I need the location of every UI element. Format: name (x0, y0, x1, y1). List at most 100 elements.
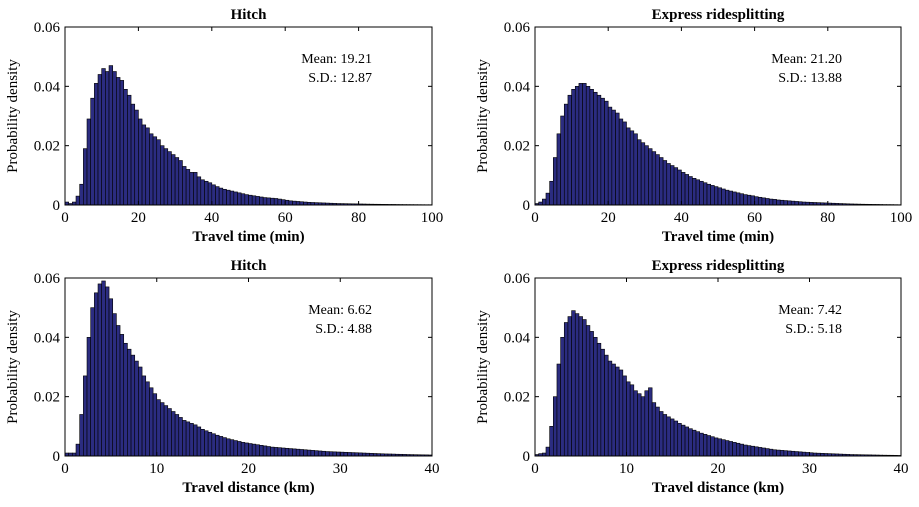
histogram-bar (321, 450, 326, 457)
histogram-bar (83, 375, 88, 457)
histogram-bar (284, 199, 290, 206)
histogram-bar (662, 160, 668, 206)
histogram-bar (703, 182, 708, 206)
histogram-bar (314, 450, 319, 457)
histogram-bar (695, 179, 700, 206)
histogram-bar (571, 310, 576, 457)
histogram-bar (670, 165, 675, 206)
histogram-bar (211, 184, 216, 206)
histogram-bar (787, 450, 792, 457)
histogram-bar (97, 74, 102, 206)
histogram-bar (717, 438, 722, 457)
histogram-bar (648, 387, 653, 457)
histogram-bar (270, 446, 275, 457)
histogram-bar (681, 424, 686, 457)
sd-annotation: S.D.: 12.87 (308, 71, 372, 86)
histogram-bar (90, 97, 95, 206)
y-axis-label: Probability density (5, 59, 21, 173)
x-tick-label: 20 (241, 461, 256, 477)
histogram-bar (178, 160, 183, 206)
x-tick-label: 20 (601, 210, 616, 226)
x-tick-label: 40 (674, 210, 689, 226)
histogram-bar (611, 363, 616, 457)
histogram-bar (145, 127, 150, 206)
histogram-bar (119, 80, 125, 206)
histogram-bar (746, 194, 752, 206)
histogram-bar (292, 448, 297, 457)
histogram-bar (347, 452, 352, 457)
histogram-bar (149, 133, 154, 206)
histogram-bar (233, 440, 238, 457)
histogram-bar (677, 423, 682, 457)
histogram-bar (776, 449, 781, 457)
x-axis-label: Travel time (min) (662, 229, 774, 245)
histogram-bar (303, 449, 308, 457)
histogram-bar (728, 190, 733, 206)
histogram-bar (171, 154, 176, 206)
histogram-bar (604, 100, 609, 206)
histogram-bar (706, 435, 711, 457)
histogram-bar (185, 169, 191, 206)
histogram-bar (295, 201, 301, 206)
histogram-bar (790, 450, 796, 457)
histogram-bar (141, 124, 147, 206)
histogram-bar (259, 445, 264, 457)
histogram-bar (160, 402, 165, 457)
histogram-bar (277, 447, 282, 457)
histogram-bar (637, 139, 642, 206)
x-tick-label: 100 (890, 210, 913, 226)
x-axis-label: Travel distance (km) (652, 480, 784, 496)
histogram-bar (673, 167, 679, 206)
histogram-bar (787, 200, 792, 206)
x-tick-label: 10 (149, 461, 164, 477)
histogram-bar (659, 411, 664, 457)
chart-panel-1: 0 20 40 60 80 100 0 0.02 0.04 0.06 Hitch Travel tim… (5, 7, 443, 245)
histogram-bar (116, 77, 121, 206)
histogram-bar (717, 187, 722, 206)
histogram-bar (233, 191, 238, 206)
histogram-bar (567, 316, 572, 457)
histogram-bar (721, 188, 726, 206)
y-tick-label: 0 (53, 198, 61, 214)
histogram-bar (259, 196, 264, 206)
histogram-bar (207, 431, 213, 457)
histogram-bar (288, 200, 293, 206)
y-tick-label: 0 (523, 198, 531, 214)
histogram-bar (725, 189, 730, 206)
histogram-bar (794, 451, 799, 457)
histogram-bar (167, 408, 172, 457)
x-tick-label: 0 (61, 210, 69, 226)
histogram-bar (193, 172, 198, 206)
histogram-bar (757, 447, 763, 457)
histogram-bar (684, 426, 690, 457)
histogram-bar (765, 448, 770, 457)
histogram-bar (108, 65, 114, 206)
histogram-bar (90, 307, 95, 457)
histogram-bar (666, 163, 671, 206)
y-tick-label: 0.04 (504, 330, 531, 346)
x-tick-label: 60 (747, 210, 762, 226)
x-tick-label: 30 (802, 461, 817, 477)
histogram-bar (229, 190, 235, 206)
histogram-bar (108, 298, 114, 457)
histogram-bar (545, 446, 550, 457)
histogram-bar (226, 189, 231, 206)
histogram-bar (200, 179, 205, 206)
histogram-bar (332, 451, 337, 457)
histogram-bar (615, 112, 620, 206)
histogram-bar (739, 193, 744, 206)
histogram-bar (622, 375, 627, 457)
histogram-bar (768, 198, 774, 206)
x-tick-label: 100 (421, 210, 444, 226)
histogram-bar (79, 414, 84, 457)
histogram-bar (626, 381, 631, 457)
sd-annotation: S.D.: 5.18 (785, 322, 842, 337)
histogram-bar (138, 118, 143, 206)
histogram-bar (94, 83, 99, 206)
histogram-bar (615, 366, 620, 457)
histogram-bar (215, 186, 220, 206)
histogram-bar (262, 445, 268, 457)
histogram-bar (746, 445, 752, 457)
histogram-bar (743, 194, 748, 206)
